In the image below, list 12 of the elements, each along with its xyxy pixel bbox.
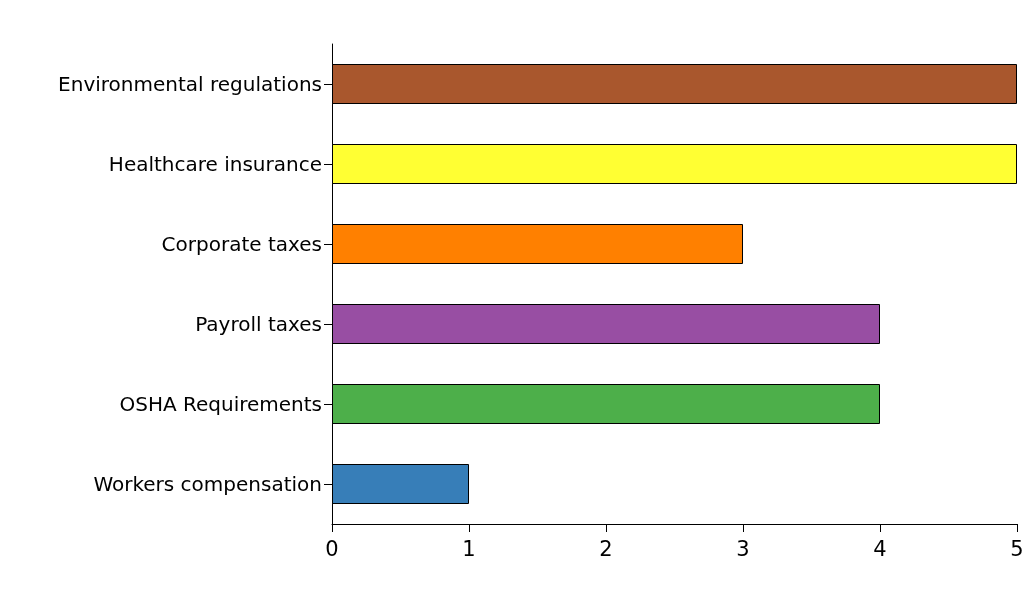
x-tick-label: 0: [325, 536, 339, 561]
x-tick-label: 1: [462, 536, 476, 561]
y-tick-label: Healthcare insurance: [108, 152, 322, 176]
y-tick-label: OSHA Requirements: [119, 392, 322, 416]
x-tick-label: 4: [873, 536, 887, 561]
y-tick-label: Corporate taxes: [161, 232, 322, 256]
x-tick-label: 5: [1010, 536, 1024, 561]
x-tick-label: 3: [736, 536, 750, 561]
y-tick-label: Environmental regulations: [58, 72, 322, 96]
y-tick-label: Payroll taxes: [195, 312, 322, 336]
y-tick-label: Workers compensation: [93, 472, 322, 496]
x-tick-label: 2: [599, 536, 613, 561]
